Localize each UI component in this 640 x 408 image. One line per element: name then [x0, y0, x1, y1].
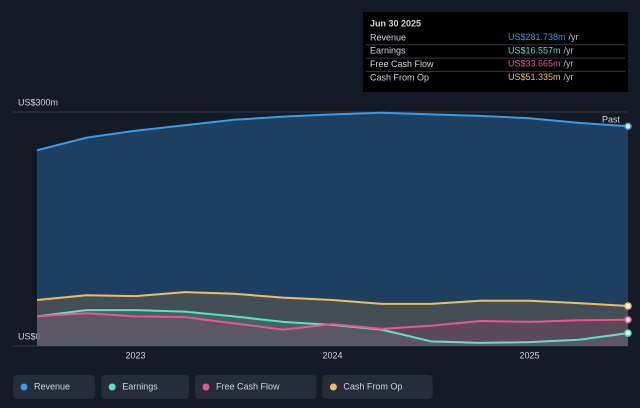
legend-swatch — [108, 383, 116, 391]
legend-swatch — [329, 383, 337, 391]
legend-label: Earnings — [122, 381, 158, 391]
tooltip-value-number: US$33.665m — [508, 59, 561, 69]
tooltip-label: Cash From Op — [370, 72, 429, 82]
legend-label: Free Cash Flow — [216, 381, 280, 391]
legend-item[interactable]: Cash From Op — [322, 375, 433, 399]
legend-pill — [101, 375, 189, 399]
legend-pill — [13, 375, 96, 399]
legend-swatch — [20, 383, 28, 391]
tooltip-value: US$281.738m/yr — [508, 32, 579, 42]
tooltip-value: US$51.335m/yr — [508, 72, 574, 82]
tooltip-unit: /yr — [564, 46, 574, 56]
tooltip-unit: /yr — [564, 72, 574, 82]
x-tick-label: 2025 — [519, 350, 539, 360]
tooltip-label: Revenue — [370, 32, 406, 42]
tooltip-unit: /yr — [569, 32, 579, 42]
annotation: Past — [602, 115, 621, 125]
tooltip-value: US$33.665m/yr — [508, 59, 574, 69]
end-point — [624, 315, 632, 324]
end-point — [624, 122, 632, 130]
tooltip-title: Jun 30 2025 — [370, 18, 421, 28]
y-tick-label: US$300m — [18, 97, 58, 107]
x-tick-label: 2023 — [125, 350, 145, 360]
legend-label: Revenue — [34, 381, 70, 391]
x-tick-label: 2024 — [322, 350, 342, 360]
area — [37, 112, 628, 346]
legend-item[interactable]: Earnings — [101, 375, 189, 399]
tooltip-value-number: US$51.335m — [508, 72, 561, 82]
legend-item[interactable]: Revenue — [13, 375, 96, 399]
tooltip-box — [363, 12, 628, 92]
line — [36, 111, 629, 152]
tooltip-label: Free Cash Flow — [370, 59, 434, 69]
end-point — [624, 329, 632, 337]
area — [37, 292, 628, 346]
tooltip-label: Earnings — [370, 46, 406, 56]
line — [36, 312, 629, 331]
tooltip-value-number: US$281.738m — [508, 32, 566, 42]
legend-item[interactable]: Free Cash Flow — [195, 375, 317, 399]
tooltip-value-number: US$16.557m — [508, 46, 561, 56]
legend-pill — [195, 375, 317, 399]
legend-label: Cash From Op — [343, 381, 402, 391]
legend-pill — [322, 375, 433, 399]
legend-swatch — [202, 383, 210, 391]
end-point — [624, 302, 632, 310]
line — [36, 291, 629, 307]
y-tick-label: US$0 — [18, 331, 41, 341]
area — [37, 310, 628, 346]
tooltip-unit: /yr — [564, 59, 574, 69]
tooltip-value: US$16.557m/yr — [508, 46, 574, 56]
